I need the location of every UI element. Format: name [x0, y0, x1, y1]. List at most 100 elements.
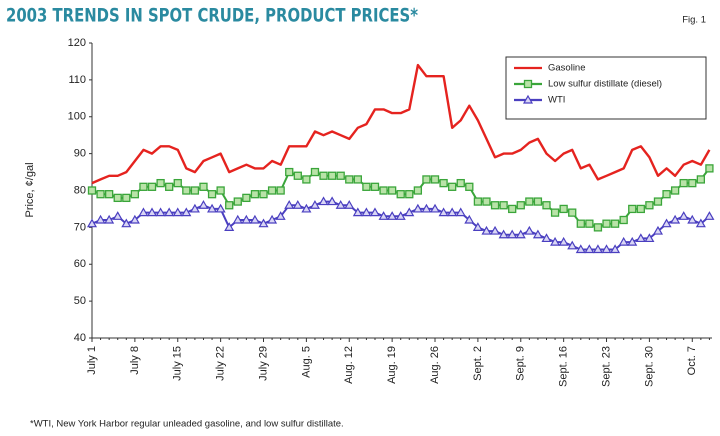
data-point [387, 186, 397, 195]
data-point [362, 182, 371, 191]
data-point [619, 215, 628, 225]
data-point [438, 207, 449, 217]
x-tick-label: July 1 [86, 346, 98, 375]
y-tick-label: 90 [74, 148, 86, 160]
data-point [448, 182, 457, 191]
data-point [499, 201, 508, 210]
data-point [558, 236, 569, 246]
x-tick-label: July 29 [257, 346, 269, 381]
data-point [379, 186, 388, 195]
data-point [309, 200, 320, 209]
data-point [129, 214, 140, 224]
data-point [412, 203, 423, 213]
data-point [318, 196, 329, 206]
data-point [405, 190, 414, 199]
data-point [172, 207, 183, 217]
x-tick-label: Sept. 30 [643, 346, 655, 387]
data-point [507, 229, 518, 239]
data-point [112, 211, 123, 220]
y-axis-label: Price, ¢/gal [24, 162, 36, 217]
data-point [515, 229, 526, 239]
data-point [687, 214, 698, 224]
data-point [662, 190, 671, 199]
series-line [91, 63, 711, 185]
data-point [165, 182, 174, 191]
data-point [396, 190, 405, 199]
y-tick-label: 50 [74, 295, 86, 307]
data-point [585, 219, 594, 228]
data-point [258, 218, 269, 228]
data-point [198, 200, 209, 209]
data-point [267, 186, 277, 195]
data-point [447, 207, 458, 217]
y-tick-label: 120 [68, 37, 86, 49]
x-tick-label: Sept. 23 [600, 346, 612, 387]
data-point [644, 233, 655, 243]
data-point [508, 204, 517, 214]
data-point [670, 186, 680, 195]
data-point [293, 171, 302, 180]
annotation: Fig. 1 [682, 15, 706, 26]
data-point [532, 229, 543, 239]
data-point [327, 171, 337, 180]
data-point [336, 171, 345, 180]
data-point [413, 186, 423, 195]
data-point [490, 201, 500, 210]
data-point [259, 190, 268, 199]
data-point [155, 207, 166, 217]
legend-marker [522, 94, 534, 104]
data-point [182, 186, 191, 195]
data-point [146, 207, 158, 217]
chart-title: 2003 TRENDS IN SPOT CRUDE, PRODUCT PRICE… [6, 5, 418, 27]
data-point [421, 203, 432, 213]
data-point [189, 203, 200, 213]
data-point [352, 207, 363, 217]
data-point [138, 207, 149, 217]
data-point [670, 214, 681, 224]
data-point [481, 225, 492, 235]
data-point [113, 193, 122, 203]
data-point [533, 197, 543, 206]
data-point [430, 175, 440, 184]
data-point [121, 218, 132, 228]
data-point [584, 244, 595, 254]
data-point [242, 193, 251, 203]
data-point [550, 208, 560, 217]
data-point [181, 207, 192, 217]
data-point [679, 178, 688, 188]
data-point [559, 204, 568, 214]
data-point [704, 211, 715, 220]
data-point [429, 203, 441, 213]
data-point [224, 222, 235, 231]
data-point [541, 233, 552, 243]
data-point [122, 193, 131, 203]
data-point [636, 204, 645, 214]
data-point [139, 182, 148, 191]
y-tick-label: 110 [68, 74, 86, 86]
data-point [661, 218, 672, 228]
data-point [87, 186, 97, 195]
data-point [216, 186, 225, 195]
data-point [105, 190, 114, 199]
data-point [422, 175, 431, 184]
y-tick-label: 100 [68, 111, 86, 123]
x-tick-label: Sept. 9 [515, 346, 527, 381]
footnote: *WTI, New York Harbor regular unleaded g… [30, 419, 344, 430]
data-point [344, 200, 355, 209]
data-point [250, 190, 260, 199]
data-point [233, 197, 242, 206]
data-point [345, 175, 354, 184]
data-point [147, 182, 157, 191]
data-point [207, 203, 218, 213]
data-point [156, 178, 165, 188]
data-point [327, 196, 338, 206]
x-tick-label: Aug. 19 [386, 346, 398, 384]
data-point [473, 197, 483, 206]
data-point [361, 207, 372, 217]
data-point [695, 218, 706, 228]
data-point [378, 211, 389, 220]
data-point [516, 201, 525, 210]
x-tick-label: July 8 [129, 346, 141, 375]
data-point [618, 236, 629, 246]
data-point [627, 236, 638, 246]
